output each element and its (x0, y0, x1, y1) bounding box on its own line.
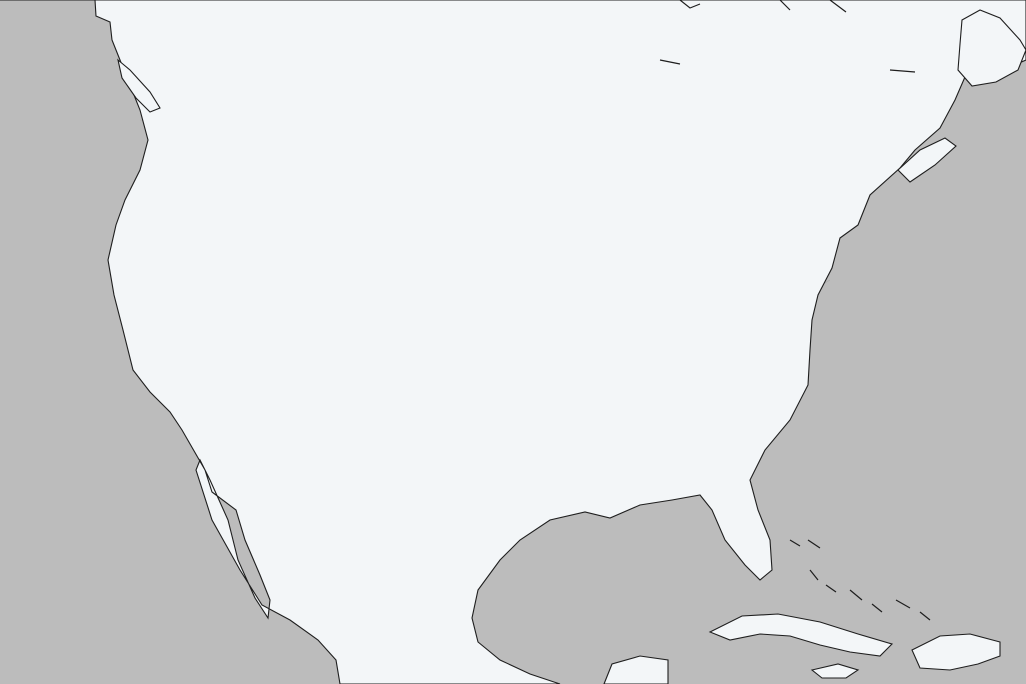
bahamas-islands (789, 539, 931, 621)
arctic-islands (659, 0, 916, 73)
